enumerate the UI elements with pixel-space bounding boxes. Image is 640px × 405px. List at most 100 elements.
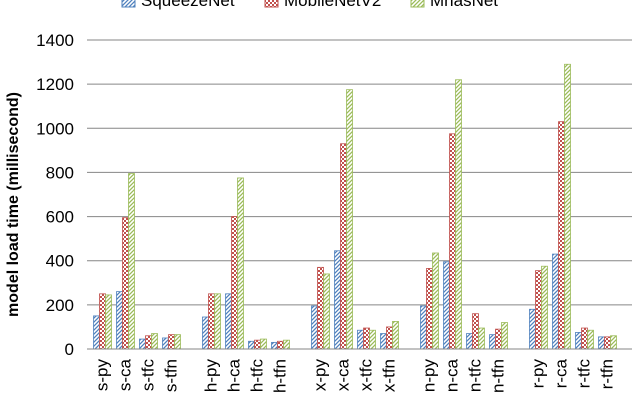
bar-squeezenet-n-py [420, 305, 427, 350]
x-tick-label: x-tfn [380, 359, 399, 392]
x-tick-label: h-tfc [248, 359, 267, 393]
legend-label: MnasNet [430, 0, 498, 10]
bar-mobilenetv2-n-tfn [495, 328, 502, 350]
legend-item-mnasnet: MnasNet [410, 0, 498, 10]
x-axis-ticks: s-py s-ca s-tfc s-tfn h-py h-ca h-tfc h-tfn x-py… [93, 358, 617, 393]
bar-squeezenet-r-py [529, 308, 536, 350]
bar-mnasnet-n-py [432, 252, 439, 350]
bar-mnasnet-n-ca [455, 79, 462, 350]
x-tick-label: x-ca [334, 358, 353, 391]
x-tick-label: n-ca [443, 358, 462, 392]
bar-squeezenet-n-ca [443, 261, 450, 350]
bar-mobilenetv2-x-tfc [363, 327, 370, 350]
y-tick-label: 1400 [36, 31, 74, 50]
y-tick-label: 800 [46, 163, 74, 182]
bar-mobilenetv2-h-py [208, 293, 215, 350]
bar-squeezenet-n-tfn [489, 334, 496, 350]
bar-mnasnet-r-tfc [587, 329, 594, 350]
y-tick-label: 400 [46, 252, 74, 271]
bar-squeezenet-h-ca [225, 293, 232, 350]
bar-mnasnet-n-tfc [478, 327, 485, 350]
legend-label: MobileNetV2 [284, 0, 381, 10]
bar-squeezenet-x-py [311, 305, 318, 350]
bar-mobilenetv2-r-py [535, 270, 542, 350]
bars [93, 63, 617, 350]
bar-squeezenet-r-tfn [598, 336, 605, 350]
bar-squeezenet-x-tfc [357, 329, 364, 350]
bar-mobilenetv2-r-tfc [581, 327, 588, 350]
y-tick-label: 600 [46, 208, 74, 227]
bar-mobilenetv2-n-ca [449, 133, 456, 350]
x-tick-label: s-ca [116, 358, 135, 391]
bar-mnasnet-x-tfn [392, 321, 399, 350]
bar-squeezenet-x-ca [334, 250, 341, 350]
bar-mnasnet-n-tfn [501, 322, 508, 350]
bar-mnasnet-s-tfn [174, 334, 181, 350]
y-axis-title: model load time (millisecond) [5, 92, 22, 317]
y-tick-label: 1200 [36, 75, 74, 94]
bar-mnasnet-r-tfn [610, 335, 617, 350]
bar-mobilenetv2-s-tfn [168, 334, 175, 350]
x-tick-label: n-py [420, 359, 439, 393]
bar-mobilenetv2-n-py [426, 268, 433, 350]
x-tick-label: s-tfc [139, 359, 158, 392]
bar-mnasnet-h-tfn [283, 339, 290, 350]
bar-squeezenet-s-py [93, 315, 100, 350]
bar-mobilenetv2-h-tfc [254, 339, 261, 350]
y-tick-label: 0 [65, 340, 74, 359]
bar-squeezenet-s-tfc [139, 338, 146, 350]
gridlines [87, 39, 632, 306]
bar-mnasnet-s-ca [128, 173, 135, 350]
x-tick-label: s-tfn [162, 359, 181, 392]
bar-mobilenetv2-h-tfn [277, 340, 284, 350]
bar-mnasnet-h-tfc [260, 338, 267, 350]
bar-mobilenetv2-n-tfc [472, 313, 479, 350]
bar-mnasnet-s-py [105, 294, 112, 350]
y-tick-label: 200 [46, 296, 74, 315]
bar-mnasnet-h-py [214, 293, 221, 350]
legend-label: SqueezeNet [141, 0, 235, 10]
bar-mobilenetv2-s-ca [122, 217, 129, 350]
bar-mobilenetv2-s-py [99, 293, 106, 350]
x-tick-label: r-ca [552, 358, 571, 388]
bar-squeezenet-x-tfn [380, 333, 387, 350]
bar-mobilenetv2-h-ca [231, 216, 238, 350]
bar-squeezenet-h-tfn [271, 341, 278, 350]
x-tick-label: h-py [202, 359, 221, 393]
bar-mobilenetv2-r-ca [558, 121, 565, 350]
legend-swatch [410, 0, 425, 8]
bar-mnasnet-s-tfc [151, 333, 158, 350]
bar-squeezenet-n-tfc [466, 333, 473, 350]
x-tick-label: s-py [93, 359, 112, 392]
legend-swatch [264, 0, 279, 8]
x-tick-label: r-tfn [598, 359, 617, 389]
y-axis-ticks: 0 200 400 600 800 1000 1200 1400 [36, 31, 74, 359]
bar-mnasnet-x-py [323, 273, 330, 350]
bar-mnasnet-x-ca [346, 89, 353, 350]
x-tick-label: x-py [311, 359, 330, 392]
legend-swatch [121, 0, 136, 8]
bar-mobilenetv2-x-py [317, 266, 324, 350]
bar-squeezenet-r-tfc [575, 332, 582, 350]
bar-mobilenetv2-r-tfn [604, 336, 611, 350]
bar-squeezenet-s-tfn [162, 337, 169, 350]
bar-squeezenet-s-ca [116, 291, 123, 350]
x-tick-label: n-tfc [466, 359, 485, 393]
x-tick-label: h-ca [225, 358, 244, 392]
bar-mobilenetv2-s-tfc [145, 335, 152, 350]
bar-squeezenet-h-py [202, 316, 209, 350]
bar-squeezenet-h-tfc [248, 340, 255, 350]
legend-item-squeezenet: SqueezeNet [121, 0, 235, 10]
bar-mnasnet-h-ca [237, 177, 244, 350]
bar-squeezenet-r-ca [552, 253, 559, 350]
y-tick-label: 1000 [36, 119, 74, 138]
bar-mnasnet-r-py [541, 265, 548, 350]
x-tick-label: n-tfn [489, 359, 508, 393]
legend-item-mobilenetv2: MobileNetV2 [264, 0, 381, 10]
bar-mnasnet-x-tfc [369, 329, 376, 350]
x-tick-label: r-py [529, 359, 548, 389]
x-tick-label: h-tfn [271, 359, 290, 393]
x-tick-label: r-tfc [575, 359, 594, 389]
legend: SqueezeNet MobileNetV2 MnasNet [121, 0, 498, 10]
